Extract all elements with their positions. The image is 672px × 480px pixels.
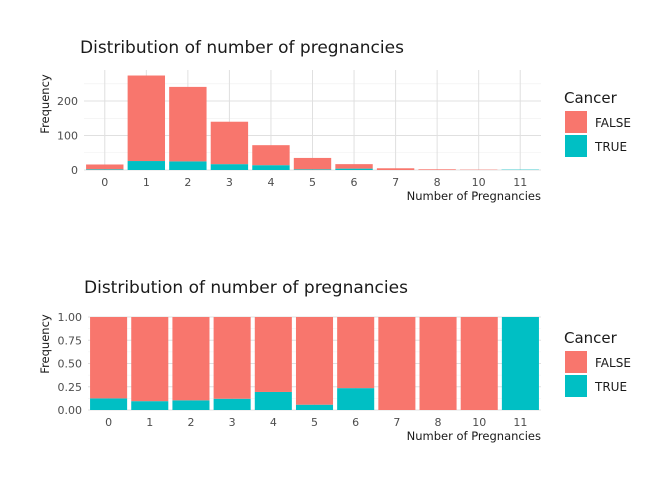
x-tick-label: 2 — [184, 176, 191, 189]
legend-swatch-false — [565, 111, 587, 133]
bar-true-3 — [213, 398, 251, 410]
x-tick-label: 0 — [105, 416, 112, 429]
legend-swatch-false — [565, 351, 587, 373]
legend-label-false: FALSE — [595, 356, 631, 370]
bar-false-4 — [254, 317, 292, 392]
x-axis-title: Number of Pregnancies — [407, 429, 541, 443]
bar-false-6 — [337, 317, 375, 389]
x-tick-label: 3 — [226, 176, 233, 189]
x-tick-label: 6 — [351, 176, 358, 189]
legend-title: Cancer — [564, 89, 618, 107]
bar-true-5 — [295, 404, 334, 410]
bar-true-11 — [501, 317, 539, 410]
y-tick-label: 0.75 — [58, 334, 83, 347]
bars — [90, 317, 539, 410]
y-axis-title: Frequency — [38, 74, 52, 134]
bar-false-8 — [418, 169, 456, 170]
y-tick-label: 100 — [57, 130, 78, 143]
bar-false-1 — [131, 317, 169, 402]
x-tick-label: 11 — [513, 176, 527, 189]
chart-panel-proportion: Distribution of number of pregnancies 0.… — [38, 278, 631, 443]
x-tick-label: 8 — [434, 176, 441, 189]
x-tick-label: 7 — [393, 416, 400, 429]
y-tick-label: 1.00 — [58, 311, 83, 324]
bar-true-1 — [127, 161, 166, 170]
bar-true-4 — [252, 165, 290, 170]
y-axis-ticks: 0.00 0.25 0.50 0.75 1.00 — [58, 311, 83, 417]
bar-false-7 — [376, 168, 415, 170]
bar-false-7 — [378, 317, 416, 410]
x-tick-label: 10 — [472, 416, 486, 429]
x-tick-label: 5 — [309, 176, 316, 189]
x-tick-label: 1 — [143, 176, 150, 189]
x-tick-label: 7 — [392, 176, 399, 189]
legend-label-true: TRUE — [594, 140, 627, 154]
legend-swatch-true — [565, 135, 587, 157]
bar-false-1 — [127, 75, 166, 162]
bar-false-10 — [460, 317, 498, 410]
x-tick-label: 1 — [146, 416, 153, 429]
y-tick-label: 0.50 — [58, 358, 83, 371]
x-tick-label: 4 — [270, 416, 277, 429]
x-tick-label: 5 — [311, 416, 318, 429]
legend-swatch-true — [565, 375, 587, 397]
x-tick-label: 10 — [472, 176, 486, 189]
bar-true-6 — [337, 388, 375, 410]
chart-title: Distribution of number of pregnancies — [84, 278, 408, 298]
x-tick-label: 6 — [352, 416, 359, 429]
bar-false-3 — [213, 317, 251, 399]
chart-panel-count: Distribution of number of pregnancies 0 1… — [38, 38, 631, 203]
x-tick-label: 3 — [229, 416, 236, 429]
x-tick-label: 0 — [101, 176, 108, 189]
legend: Cancer FALSE TRUE — [564, 89, 631, 157]
bar-false-6 — [335, 164, 373, 169]
y-axis-ticks: 0 100 200 — [57, 95, 78, 177]
chart-title: Distribution of number of pregnancies — [80, 38, 404, 58]
bar-false-2 — [169, 86, 207, 162]
bar-true-2 — [169, 161, 207, 170]
legend-label-false: FALSE — [595, 116, 631, 130]
bar-false-4 — [252, 145, 290, 166]
x-tick-label: 4 — [267, 176, 274, 189]
bar-false-0 — [86, 164, 124, 170]
x-tick-label: 2 — [187, 416, 194, 429]
bar-false-0 — [90, 317, 128, 399]
bar-true-0 — [86, 169, 124, 170]
bar-true-5 — [293, 169, 332, 170]
bar-false-3 — [210, 121, 249, 165]
x-axis-ticks: 0 1 2 3 4 5 6 7 8 10 11 — [101, 176, 527, 189]
bar-true-4 — [254, 391, 292, 410]
bar-true-1 — [131, 401, 169, 410]
bar-false-5 — [295, 317, 334, 405]
bar-false-8 — [419, 317, 457, 410]
bar-false-2 — [172, 317, 210, 401]
y-tick-label: 0 — [71, 164, 78, 177]
x-tick-label: 8 — [435, 416, 442, 429]
x-tick-label: 11 — [513, 416, 527, 429]
legend: Cancer FALSE TRUE — [564, 329, 631, 397]
legend-title: Cancer — [564, 329, 618, 347]
x-axis-ticks: 0 1 2 3 4 5 6 7 8 10 11 — [105, 416, 527, 429]
y-tick-label: 200 — [57, 95, 78, 108]
y-tick-label: 0.00 — [58, 404, 83, 417]
y-axis-title: Frequency — [38, 314, 52, 374]
legend-label-true: TRUE — [594, 380, 627, 394]
bar-true-2 — [172, 400, 210, 410]
bar-true-6 — [335, 168, 373, 170]
bar-true-3 — [210, 164, 249, 170]
bar-true-0 — [90, 398, 128, 410]
bar-false-5 — [293, 157, 332, 170]
bars — [86, 75, 539, 170]
y-tick-label: 0.25 — [58, 381, 83, 394]
x-axis-title: Number of Pregnancies — [407, 189, 541, 203]
